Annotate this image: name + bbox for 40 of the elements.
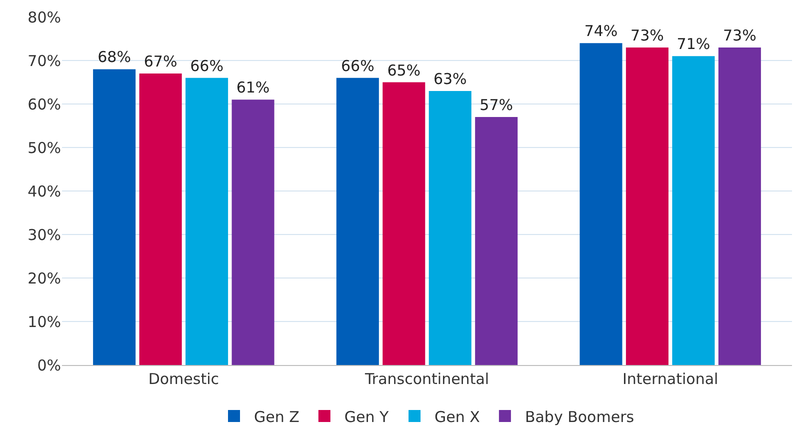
y-tick-label: 50% xyxy=(28,138,61,157)
y-tick-label: 30% xyxy=(28,226,61,244)
bar xyxy=(139,74,182,365)
y-tick-label: 70% xyxy=(28,52,61,70)
bar xyxy=(580,43,622,365)
legend-label: Baby Boomers xyxy=(524,408,634,426)
bar xyxy=(336,78,379,365)
bar xyxy=(232,100,274,365)
y-tick-label: 10% xyxy=(28,312,61,331)
data-label: 65% xyxy=(387,61,421,80)
data-label: 57% xyxy=(480,96,514,114)
x-tick-label: Domestic xyxy=(148,370,220,388)
data-label: 71% xyxy=(676,35,710,54)
data-label: 73% xyxy=(630,26,664,44)
bar xyxy=(626,47,668,365)
legend-label: Gen X xyxy=(434,408,480,426)
data-label: 74% xyxy=(584,22,618,40)
bar xyxy=(672,56,715,365)
data-label: 66% xyxy=(340,56,374,75)
y-tick-label: 40% xyxy=(28,182,61,200)
data-label: 67% xyxy=(144,52,178,71)
x-tick-label: Transcontinental xyxy=(364,370,490,388)
data-label: 68% xyxy=(98,48,131,66)
legend-label: Gen Z xyxy=(254,408,300,426)
y-tick-label: 80% xyxy=(28,8,61,26)
bar xyxy=(475,117,518,365)
y-tick-label: 20% xyxy=(28,269,61,288)
x-tick-label: International xyxy=(622,370,718,388)
bar xyxy=(718,47,761,365)
bar xyxy=(382,82,426,365)
data-label: 66% xyxy=(190,56,224,75)
bar xyxy=(93,69,136,365)
y-tick-label: 0% xyxy=(37,356,61,374)
bar xyxy=(186,78,228,365)
data-label: 63% xyxy=(433,70,467,88)
y-tick-label: 60% xyxy=(28,95,61,114)
data-label: 73% xyxy=(723,26,756,44)
data-label: 61% xyxy=(236,78,270,97)
bar xyxy=(428,90,472,365)
legend-label: Gen Y xyxy=(344,408,390,426)
